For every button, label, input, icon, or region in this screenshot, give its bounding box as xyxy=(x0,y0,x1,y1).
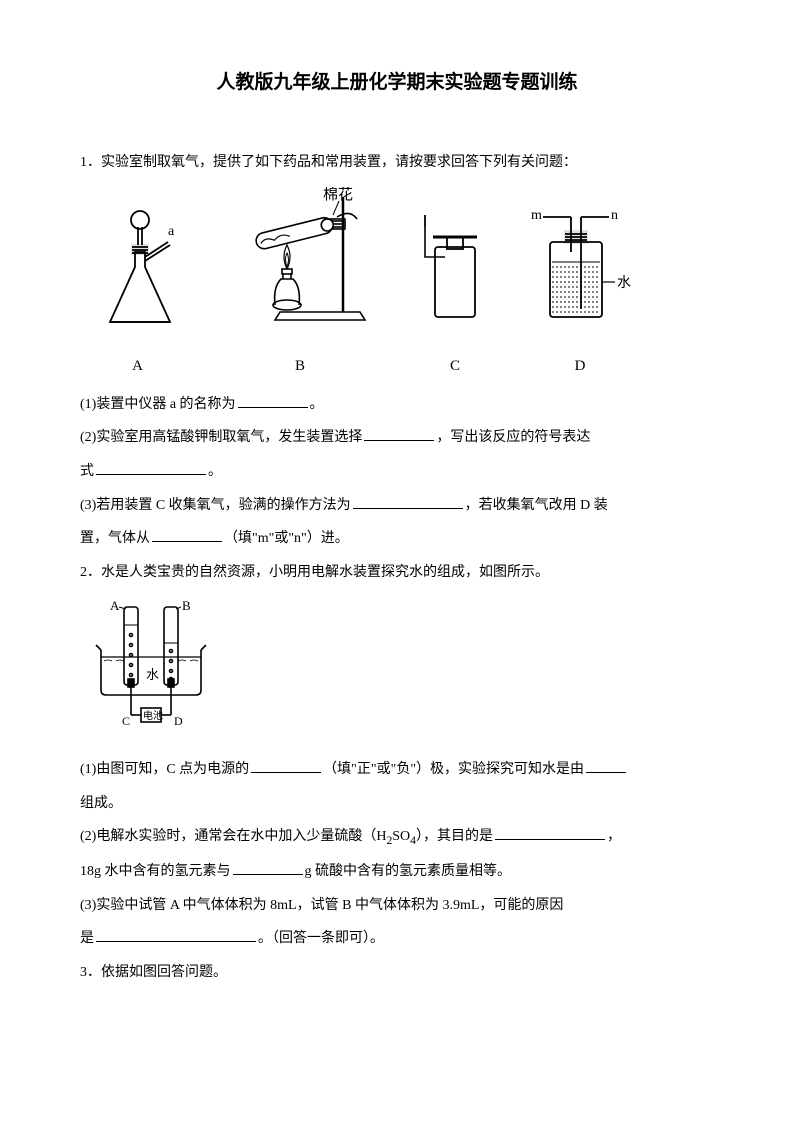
q2-p1b: （填"正"或"负"）极，实验探究可知水是由 xyxy=(323,762,584,777)
blank xyxy=(364,427,434,441)
q2-p2d: 18g 水中含有的氢元素与 xyxy=(80,864,231,879)
q2-p2e: g 硫酸中含有的氢元素质量相等。 xyxy=(305,864,512,879)
q2-intro: 2．水是人类宝贵的自然资源，小明用电解水装置探究水的组成，如图所示。 xyxy=(80,556,714,590)
q2-p1-line2: 组成。 xyxy=(80,787,714,821)
q2-figure: A B 水 C D 电池 xyxy=(86,595,714,749)
q1-p3: (3)若用装置 C 收集氧气，验满的操作方法为 ，若收集氧气改用 D 装 xyxy=(80,489,714,523)
q2-battery: 电池 xyxy=(143,709,163,722)
n-label: n xyxy=(611,208,618,223)
m-label: m xyxy=(531,208,542,223)
blank xyxy=(96,461,206,475)
q2-p3-line2: 是 。（回答一条即可）。 xyxy=(80,922,714,956)
q2-p2mid: SO xyxy=(392,829,410,844)
q1-p1a: (1)装置中仪器 a 的名称为 xyxy=(80,397,236,412)
q1-p2b: ，写出该反应的符号表达 xyxy=(436,430,590,445)
q1-p3a: (3)若用装置 C 收集氧气，验满的操作方法为 xyxy=(80,498,351,513)
q2-p3b: 是 xyxy=(80,931,94,946)
blank xyxy=(353,495,463,509)
blank xyxy=(586,759,626,773)
q1-p3-line2: 置，气体从 （填"m"或"n"）进。 xyxy=(80,522,714,556)
blank xyxy=(233,861,303,875)
q1-p3c: 置，气体从 xyxy=(80,531,150,546)
label-a: A xyxy=(90,348,185,384)
label-b: B xyxy=(215,348,385,384)
q1-p2: (2)实验室用高锰酸钾制取氧气，发生装置选择 ，写出该反应的符号表达 xyxy=(80,421,714,455)
q2-p1c: 组成。 xyxy=(80,796,122,811)
q1-p2c: 式 xyxy=(80,464,94,479)
label-c: C xyxy=(415,348,495,384)
q2-p2a: (2)电解水实验时，通常会在水中加入少量硫酸（H xyxy=(80,829,386,844)
apparatus-c: C xyxy=(415,207,495,384)
q1-p3d: （填"m"或"n"）进。 xyxy=(224,531,349,546)
blank xyxy=(495,826,605,840)
q2-d: D xyxy=(174,714,183,728)
water-label: 水 xyxy=(617,275,631,291)
q2-p2c: ， xyxy=(607,829,621,844)
label-d: D xyxy=(525,348,635,384)
q2-c: C xyxy=(122,714,130,728)
q1-p1: (1)装置中仪器 a 的名称为 。 xyxy=(80,388,714,422)
q1-p2d: 。 xyxy=(208,464,222,479)
blank xyxy=(238,394,308,408)
q2-p3c: 。（回答一条即可）。 xyxy=(258,931,384,946)
apparatus-a: a A xyxy=(90,207,185,384)
q1-figures: a A xyxy=(90,187,714,384)
q3-intro: 3．依据如图回答问题。 xyxy=(80,956,714,990)
q2-b: B xyxy=(182,598,191,613)
apparatus-b: 棉花 B xyxy=(215,187,385,384)
a-label: a xyxy=(168,224,175,239)
blank xyxy=(251,759,321,773)
cotton-label: 棉花 xyxy=(323,187,353,203)
page-title: 人教版九年级上册化学期末实验题专题训练 xyxy=(80,60,714,106)
blank xyxy=(152,528,222,542)
q2-water: 水 xyxy=(146,667,159,682)
q1-intro: 1．实验室制取氧气，提供了如下药品和常用装置，请按要求回答下列有关问题： xyxy=(80,146,714,180)
q1-p2-line2: 式。 xyxy=(80,455,714,489)
q2-p1: (1)由图可知，C 点为电源的 （填"正"或"负"）极，实验探究可知水是由 xyxy=(80,753,714,787)
blank xyxy=(96,928,256,942)
q1-p1b: 。 xyxy=(310,397,324,412)
q2-p1a: (1)由图可知，C 点为电源的 xyxy=(80,762,249,777)
q1-p2a: (2)实验室用高锰酸钾制取氧气，发生装置选择 xyxy=(80,430,362,445)
apparatus-d: m n 水 D xyxy=(525,207,635,384)
q2-p2-line2: 18g 水中含有的氢元素与 g 硫酸中含有的氢元素质量相等。 xyxy=(80,855,714,889)
q2-p2: (2)电解水实验时，通常会在水中加入少量硫酸（H2SO4），其目的是， xyxy=(80,820,714,855)
q2-p3a: (3)实验中试管 A 中气体体积为 8mL，试管 B 中气体体积为 3.9mL，… xyxy=(80,898,563,913)
q2-p2b: ），其目的是 xyxy=(416,829,493,844)
q2-p3: (3)实验中试管 A 中气体体积为 8mL，试管 B 中气体体积为 3.9mL，… xyxy=(80,889,714,923)
q1-p3b: ，若收集氧气改用 D 装 xyxy=(465,498,608,513)
q2-a: A xyxy=(110,598,120,613)
